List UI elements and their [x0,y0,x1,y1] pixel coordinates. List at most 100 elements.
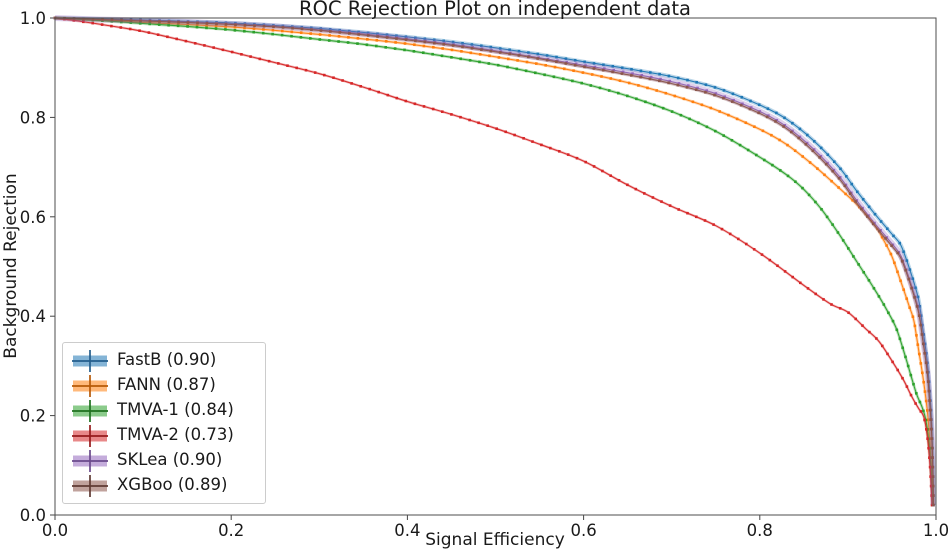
data-point-marker [477,121,480,125]
data-point-marker [442,43,445,46]
data-point-marker [824,162,828,166]
data-point-marker [527,55,530,59]
data-point-marker [573,63,577,67]
data-point-marker [667,81,670,85]
data-point-marker [712,223,715,226]
data-point-marker [893,261,896,265]
data-point-marker [515,67,519,71]
series-fann [53,16,935,507]
data-point-marker [91,21,94,25]
data-point-marker [924,399,928,403]
data-point-marker [356,42,359,45]
data-point-marker [814,200,817,204]
y-axis-label: Background Rejection [1,173,21,359]
data-point-marker [158,20,161,23]
data-point-marker [489,45,493,49]
data-point-marker [460,50,463,53]
data-point-marker [375,44,378,48]
data-point-marker [768,258,772,262]
data-point-marker [393,47,397,50]
data-point-marker [319,29,323,32]
x-tick-label: 0.8 [747,521,773,540]
data-point-marker [167,23,170,27]
data-point-marker [156,33,160,36]
data-point-marker [887,311,890,315]
data-point-marker [722,134,725,137]
data-point-marker [309,37,312,40]
data-point-marker [356,37,360,40]
data-point-marker [166,35,169,39]
data-point-marker [128,27,132,31]
data-point-marker [186,25,189,28]
data-point-marker [506,65,509,69]
data-point-marker [776,264,779,267]
data-point-marker [918,400,922,404]
data-point-marker [914,286,917,290]
data-point-marker [252,27,256,30]
data-point-marker [631,72,634,75]
data-point-marker [837,186,840,189]
data-point-marker [508,52,511,56]
y-tick-label: 0.0 [20,506,46,525]
data-point-marker [661,106,665,110]
data-point-marker [723,95,726,98]
data-point-marker [262,24,266,28]
data-point-marker [224,22,228,26]
data-point-marker [272,25,275,29]
data-point-marker [480,44,483,48]
data-point-marker [905,297,908,300]
data-point-marker [875,337,878,340]
data-point-marker [572,69,575,72]
data-point-marker [148,19,152,23]
legend-errorbar-marker [72,449,108,472]
data-point-marker [480,48,483,51]
data-point-marker [929,475,932,478]
data-point-marker [926,409,929,412]
data-point-marker [395,96,399,100]
data-point-marker [584,64,587,67]
data-point-marker [442,39,445,43]
data-point-marker [646,86,649,90]
data-point-marker [583,60,586,64]
data-point-marker [813,140,816,143]
data-point-marker [175,37,178,41]
data-point-marker [790,130,793,134]
data-point-marker [862,271,865,274]
data-point-marker [919,323,922,327]
data-point-marker [348,32,351,35]
data-point-marker [584,160,587,164]
data-point-marker [668,79,672,83]
data-point-marker [816,167,819,170]
data-point-marker [517,54,521,57]
data-point-marker [932,494,935,497]
data-point-marker [504,130,507,134]
data-point-marker [722,96,725,100]
data-point-marker [138,22,142,25]
data-point-marker [319,27,323,30]
roc-curve [54,17,934,506]
data-point-marker [240,53,243,56]
y-tick-label: 1.0 [20,9,46,28]
data-point-marker [823,173,826,177]
data-point-marker [928,399,931,402]
data-point-marker [911,315,915,318]
data-point-marker [766,107,770,110]
data-point-marker [651,196,655,199]
data-point-marker [676,76,680,80]
data-point-marker [609,77,613,80]
data-point-marker [871,222,875,226]
data-point-marker [664,91,668,95]
data-point-marker [386,93,390,97]
data-point-marker [566,153,570,156]
data-point-marker [129,21,133,24]
data-point-marker [224,28,227,31]
data-point-marker [525,60,529,64]
data-point-marker [376,32,379,36]
data-point-marker [513,133,516,137]
data-point-marker [929,418,933,421]
data-point-marker [423,37,427,41]
data-point-marker [931,475,935,478]
data-point-marker [926,418,930,422]
data-point-marker [468,118,471,122]
data-point-marker [783,270,787,273]
